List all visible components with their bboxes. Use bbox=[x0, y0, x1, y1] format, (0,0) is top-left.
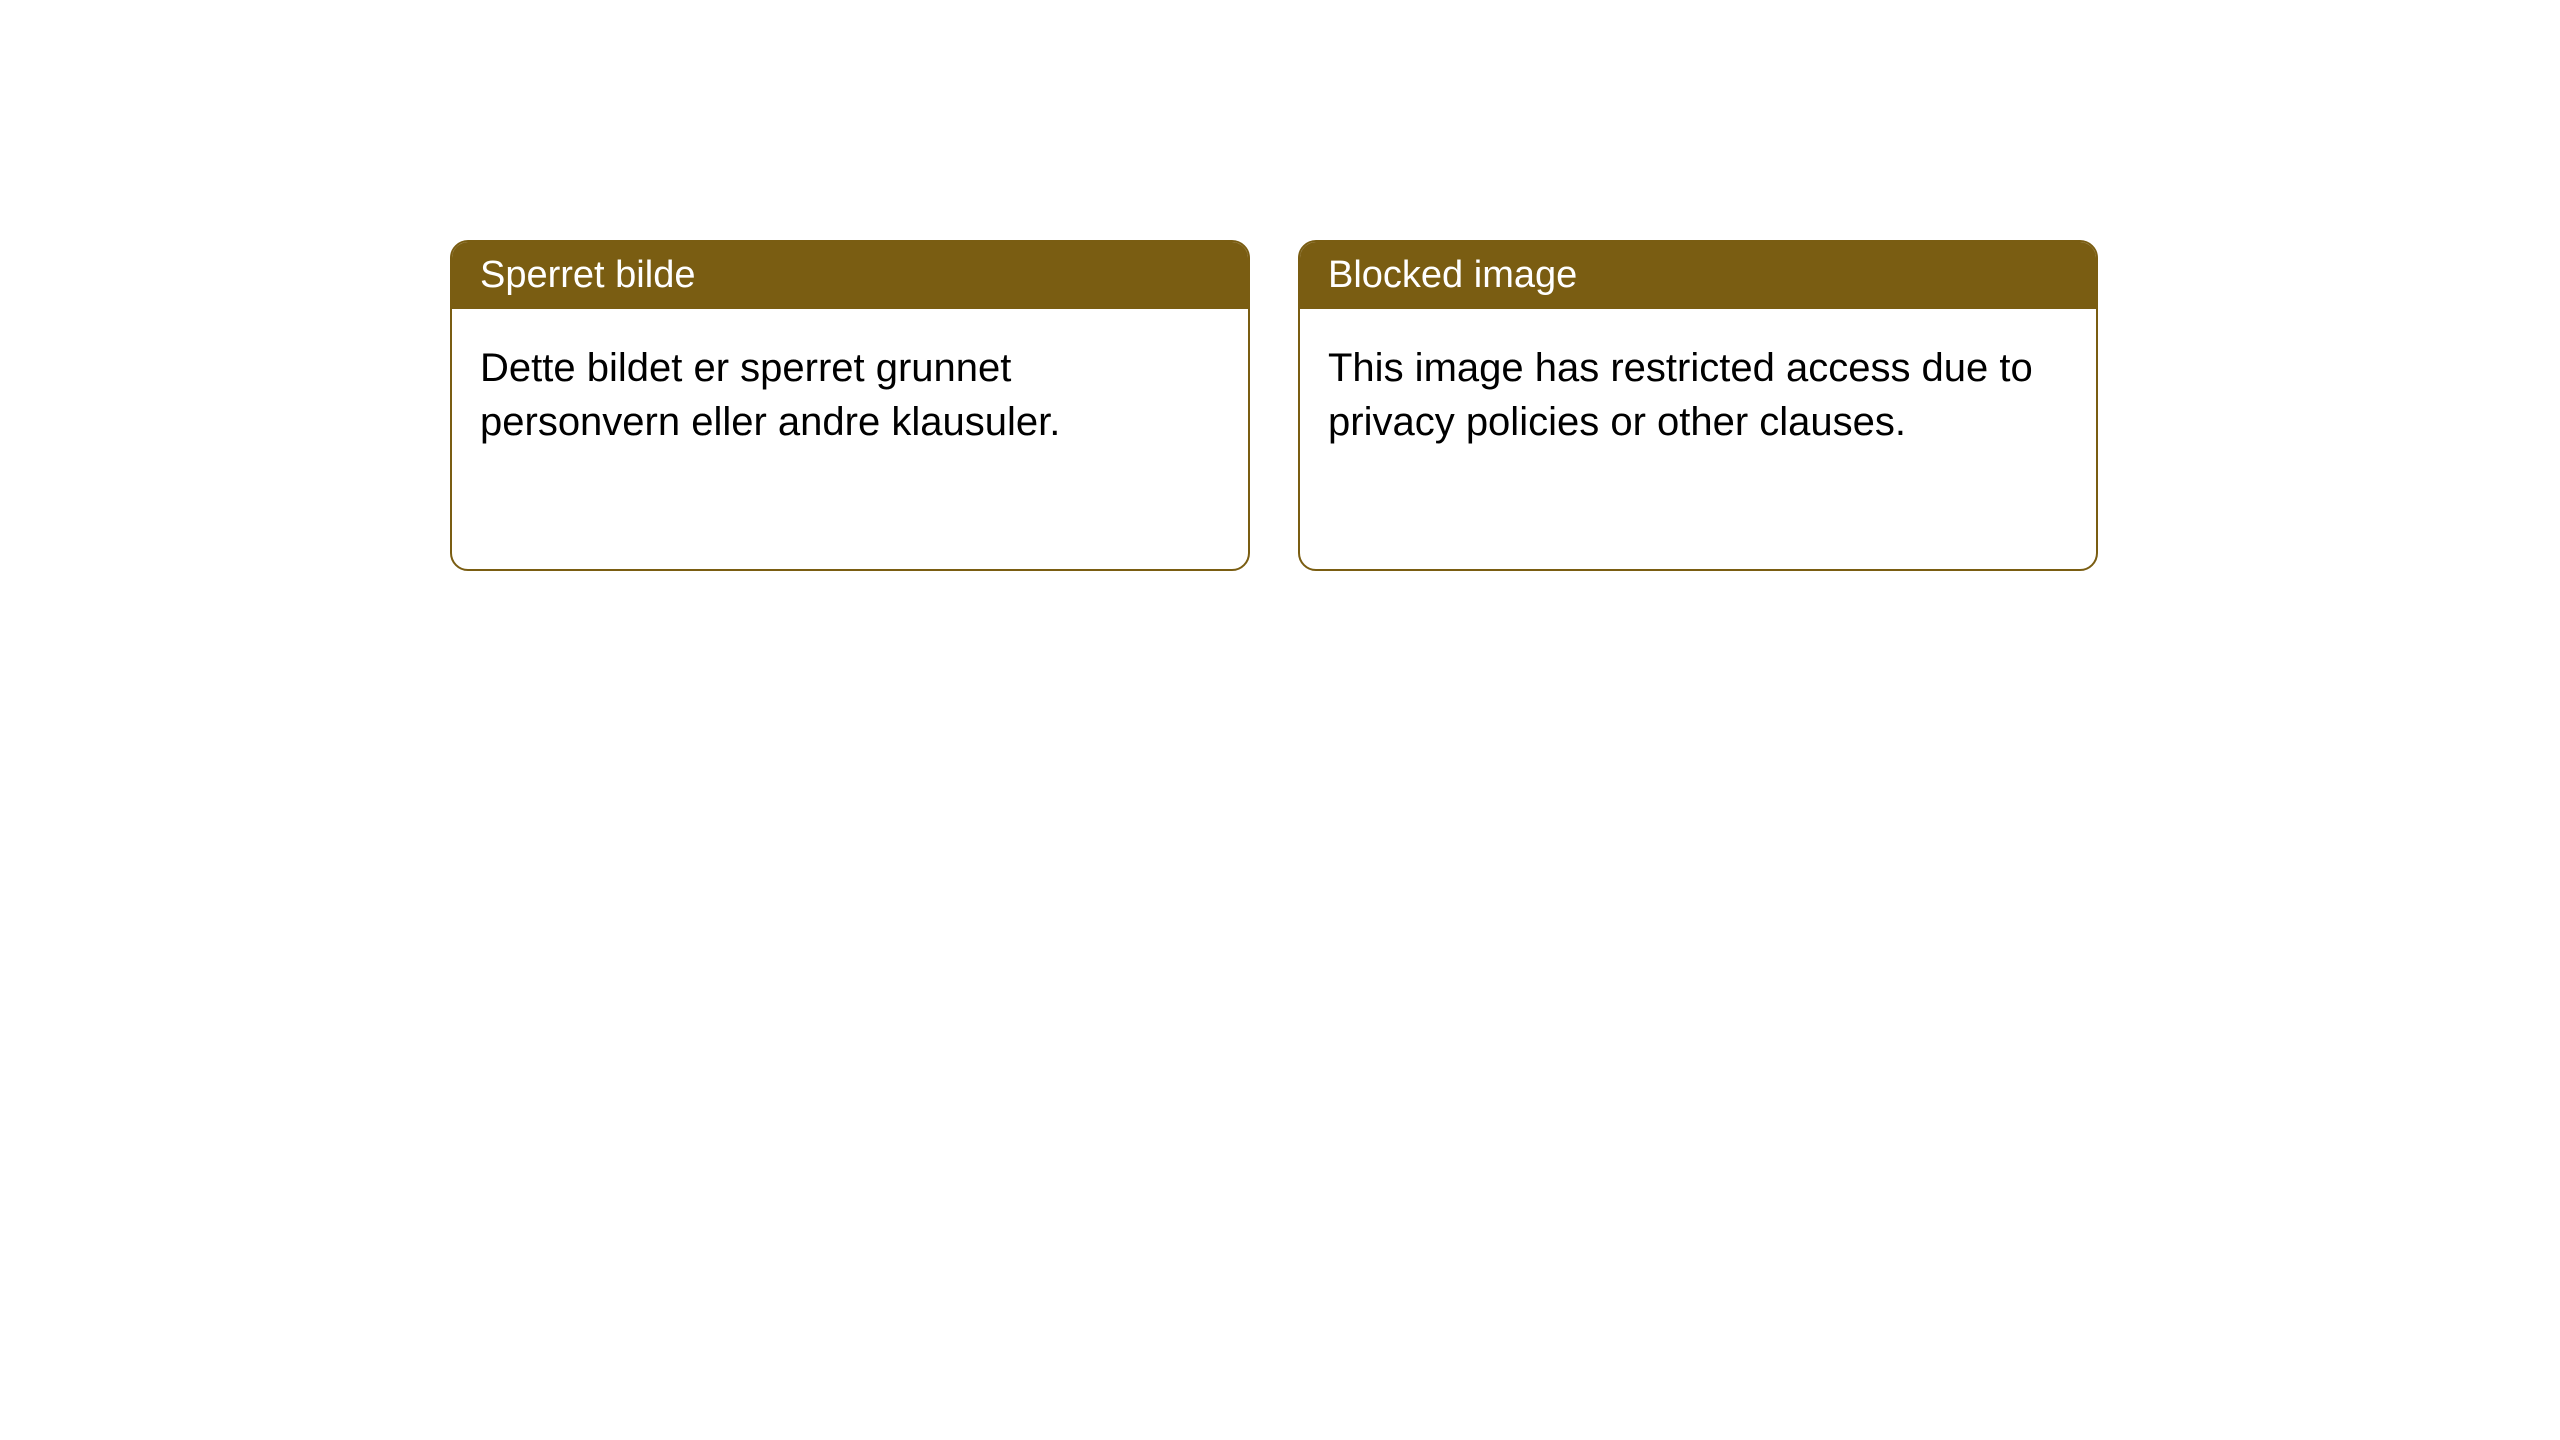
card-header-english: Blocked image bbox=[1300, 242, 2096, 309]
card-body-english: This image has restricted access due to … bbox=[1300, 309, 2096, 569]
card-body-norwegian: Dette bildet er sperret grunnet personve… bbox=[452, 309, 1248, 569]
notice-container: Sperret bilde Dette bildet er sperret gr… bbox=[0, 0, 2560, 571]
blocked-image-card-norwegian: Sperret bilde Dette bildet er sperret gr… bbox=[450, 240, 1250, 571]
blocked-image-card-english: Blocked image This image has restricted … bbox=[1298, 240, 2098, 571]
card-header-norwegian: Sperret bilde bbox=[452, 242, 1248, 309]
